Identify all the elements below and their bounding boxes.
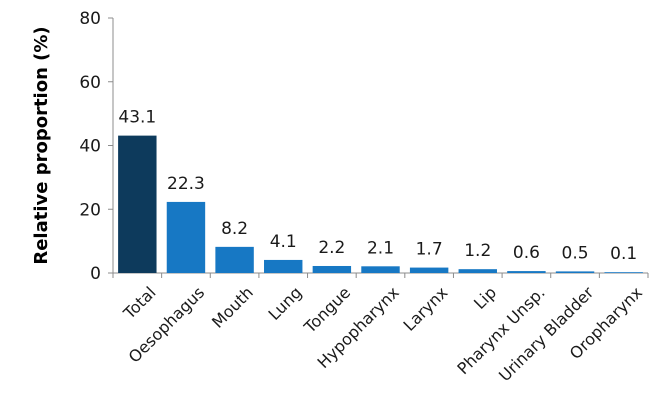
bar-urinary-bladder: [555, 271, 595, 273]
bar-larynx: [409, 267, 449, 273]
data-labels: 43.1 22.3 8.2 4.1 2.2 2.1 1.7 1.2 0.6 0.5 0.1: [118, 108, 637, 265]
axes: 0 20 40 60 80: [79, 9, 649, 284]
data-label: 22.3: [167, 174, 205, 194]
y-axis-title: Relative proportion (%): [31, 26, 52, 264]
category-label: Lip: [470, 283, 500, 313]
bar-hypopharynx: [361, 266, 400, 273]
category-label: Lung: [264, 283, 305, 324]
data-label: 2.1: [367, 238, 394, 258]
data-label: 4.1: [270, 232, 297, 252]
category-label: Pharynx Unsp.: [453, 283, 548, 378]
data-label: 8.2: [221, 219, 248, 239]
data-label: 0.6: [513, 243, 540, 263]
category-label: Larynx: [400, 283, 452, 335]
bar-total: [118, 135, 157, 273]
data-label: 0.1: [610, 244, 637, 264]
bar-oropharynx: [604, 272, 643, 273]
bars: [118, 135, 643, 273]
data-label: 0.5: [562, 243, 589, 263]
bar-tongue: [312, 265, 352, 273]
y-tick-label: 60: [79, 73, 101, 93]
bar-pharynx-unsp-: [507, 271, 546, 273]
y-tick-label: 0: [90, 264, 101, 284]
category-label: Mouth: [208, 283, 257, 332]
y-tick-label: 80: [79, 9, 101, 29]
y-tick-label: 40: [79, 137, 101, 157]
bar-lung: [264, 259, 303, 273]
bar-lip: [458, 269, 497, 273]
data-label: 43.1: [118, 108, 156, 128]
data-label: 2.2: [318, 238, 345, 258]
bar-mouth: [215, 246, 254, 273]
data-label: 1.7: [416, 240, 443, 260]
y-tick-label: 20: [79, 200, 101, 220]
data-label: 1.2: [464, 241, 491, 261]
bar-oesophagus: [166, 201, 206, 273]
category-label: Total: [119, 283, 160, 324]
